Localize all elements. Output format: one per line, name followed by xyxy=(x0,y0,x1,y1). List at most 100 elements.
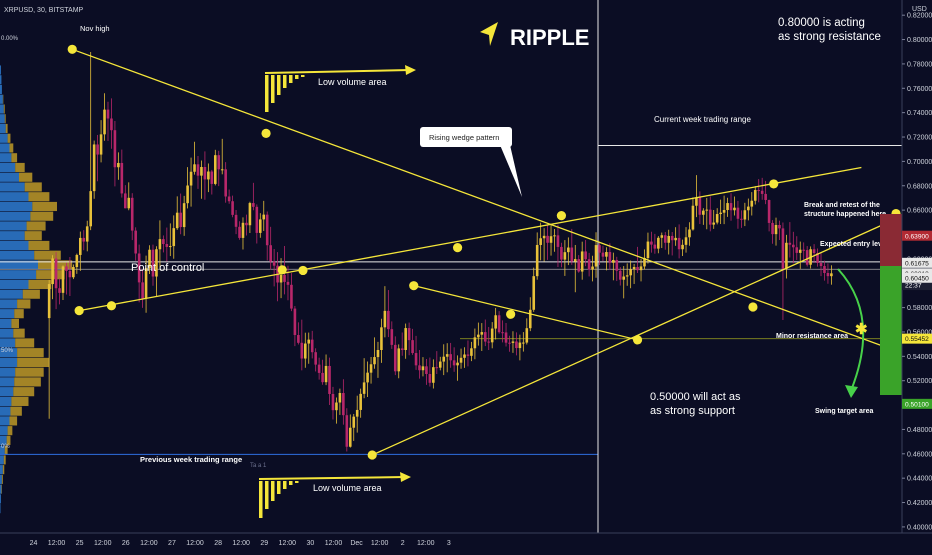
candle-body xyxy=(747,207,750,211)
candle-body xyxy=(827,273,830,276)
candle-body xyxy=(377,350,380,357)
candle-body xyxy=(771,223,774,234)
candle-body xyxy=(183,203,186,227)
minor-resistance-label: Minor resistance area xyxy=(776,333,848,340)
candle-body xyxy=(456,363,459,366)
candle-body xyxy=(51,258,54,284)
candle-body xyxy=(584,251,587,259)
candle-body xyxy=(169,246,172,247)
candle-body xyxy=(117,163,120,167)
candle-body xyxy=(231,201,234,215)
candle-body xyxy=(103,110,106,135)
candle-body xyxy=(813,249,816,253)
pivot-point xyxy=(298,266,307,275)
swing-target-label: Swing target area xyxy=(815,408,873,415)
pivot-point xyxy=(409,281,418,290)
candle-body xyxy=(640,266,643,270)
profile-bar-gold xyxy=(8,426,13,435)
pivot-point xyxy=(506,310,515,319)
candle-body xyxy=(678,238,681,249)
profile-bar-gold xyxy=(3,465,4,474)
time-tick-label: 12:00 xyxy=(94,540,112,547)
candle-body xyxy=(283,275,286,282)
profile-bar-blue xyxy=(0,212,30,221)
profile-bar-blue xyxy=(0,202,32,211)
time-tick-label: 27 xyxy=(168,540,176,547)
pivot-point xyxy=(75,306,84,315)
candle-body xyxy=(294,309,297,335)
candle-body xyxy=(474,337,477,348)
candle-body xyxy=(121,163,124,193)
profile-bar-blue xyxy=(0,134,8,143)
profile-bar-blue xyxy=(0,319,11,328)
pivot-point xyxy=(68,45,77,54)
time-tick-label: 30 xyxy=(307,540,315,547)
candle-body xyxy=(671,236,674,240)
candle-body xyxy=(65,266,68,271)
candle-body xyxy=(200,167,203,176)
candle-body xyxy=(588,259,591,269)
brand-name: RIPPLE xyxy=(510,25,589,50)
candle-body xyxy=(501,332,504,333)
candle-body xyxy=(550,236,553,243)
profile-bar-gold xyxy=(32,202,57,211)
candle-body xyxy=(577,259,580,271)
candle-body xyxy=(595,245,598,266)
candle-body xyxy=(207,172,210,180)
candle-body xyxy=(297,335,300,343)
time-tick-label: 28 xyxy=(214,540,222,547)
profile-bar-gold xyxy=(23,290,40,299)
low-volume-bottom-label: Low volume area xyxy=(313,483,382,493)
candle-body xyxy=(186,186,189,204)
candle-body xyxy=(356,410,359,417)
profile-bar-blue xyxy=(0,338,15,347)
candle-body xyxy=(740,219,743,220)
profile-bar-blue xyxy=(0,377,14,386)
profile-bar-blue xyxy=(0,163,15,172)
candle-body xyxy=(664,235,667,243)
candle-body xyxy=(159,239,162,249)
candle-body xyxy=(560,247,563,260)
profile-bar-gold xyxy=(2,475,3,484)
time-tick-label: Dec xyxy=(350,540,363,547)
candle-body xyxy=(761,191,764,194)
candle-body xyxy=(436,367,439,368)
candle-body xyxy=(532,276,535,310)
profile-bar-gold xyxy=(8,134,11,143)
candle-body xyxy=(249,203,252,225)
time-tick-label: 3 xyxy=(447,540,451,547)
candle-body xyxy=(432,367,435,383)
profile-bar-gold xyxy=(6,124,8,133)
candle-body xyxy=(494,315,497,328)
candle-body xyxy=(307,340,310,344)
price-badge-label: 0.61675 xyxy=(905,260,929,267)
symbol-header: XRPUSD, 30, BITSTAMP xyxy=(4,7,84,14)
candle-body xyxy=(311,340,314,353)
profile-bar-gold xyxy=(17,299,30,308)
price-tick-label: 0.52000 xyxy=(907,378,932,385)
candle-body xyxy=(321,373,324,382)
candle-body xyxy=(602,253,605,257)
candle-body xyxy=(397,348,400,371)
time-tick-label: 24 xyxy=(30,540,38,547)
candle-body xyxy=(789,243,792,245)
candle-body xyxy=(162,239,165,244)
small-label: Ta a 1 xyxy=(250,463,267,469)
time-tick-label: 12:00 xyxy=(48,540,66,547)
price-tick-label: 0.70000 xyxy=(907,159,932,166)
candle-body xyxy=(647,242,650,258)
candle-body xyxy=(446,354,449,357)
pivot-point xyxy=(557,211,566,220)
profile-label-mid: 50% xyxy=(1,348,14,354)
candle-body xyxy=(48,284,51,318)
price-tick-label: 0.80000 xyxy=(907,37,932,44)
current-week-label: Current week trading range xyxy=(654,115,751,124)
time-tick-label: 12:00 xyxy=(186,540,204,547)
profile-bar-blue xyxy=(0,494,1,503)
candle-body xyxy=(76,255,79,267)
profile-bar-blue xyxy=(0,114,5,123)
candle-body xyxy=(349,428,352,447)
previous-week-label: Previous week trading range xyxy=(140,455,242,464)
